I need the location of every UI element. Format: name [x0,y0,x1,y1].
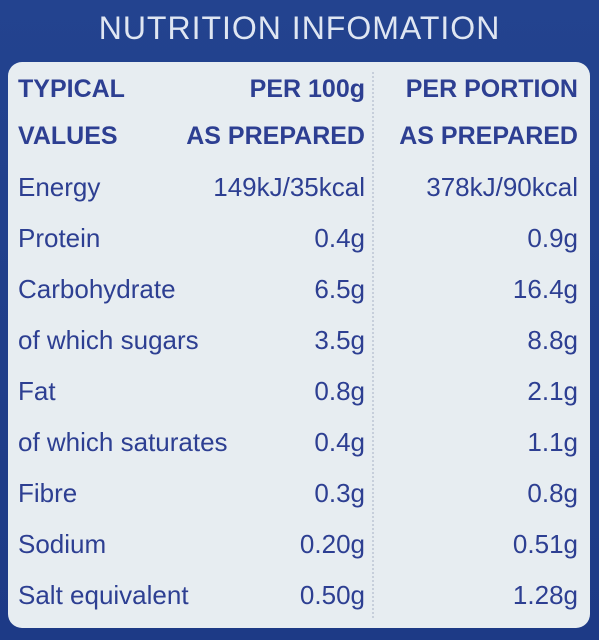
title: NUTRITION INFOMATION [98,10,501,46]
nutrient-label: of which sugars [18,325,199,355]
header-cell: TYPICAL [18,75,125,103]
value-cell: 0.4g [314,223,365,253]
value-cell: 1.28g [512,580,578,610]
nutrient-label: Carbohydrate [18,274,176,304]
value-cell: 378kJ/90kcal [426,172,578,202]
nutrition-table: TYPICAL PER 100g PER PORTION VALUES AS PREPA… [8,62,590,628]
value-cell: 0.51g [512,529,578,559]
nutrient-label: of which saturates [18,427,228,457]
value-cell: 0.4g [314,427,365,457]
header-cell: PER PORTION [405,75,578,103]
value-cell: 0.8g [314,376,365,406]
value-cell: 0.20g [299,529,365,559]
value-cell: 3.5g [314,325,365,355]
value-cell: 0.8g [527,478,578,508]
value-cell: 0.3g [314,478,365,508]
value-cell: 8.8g [527,325,578,355]
column-separator [372,72,374,618]
value-cell: 0.9g [527,223,578,253]
value-cell: 2.1g [527,376,578,406]
value-cell: 149kJ/35kcal [213,172,365,202]
value-cell: 6.5g [314,274,365,304]
value-cell: 0.50g [299,580,365,610]
value-cell: 1.1g [527,427,578,457]
nutrient-label: Fibre [18,478,78,508]
nutrient-label: Fat [18,376,56,406]
header-cell: AS PREPARED [186,122,365,150]
nutrient-label: Sodium [18,529,107,559]
value-cell: 16.4g [512,274,578,304]
nutrient-label: Salt equivalent [18,580,189,610]
header-cell: PER 100g [249,75,365,103]
nutrient-label: Energy [18,172,101,202]
header-cell: VALUES [18,122,118,150]
nutrient-label: Protein [18,223,101,253]
header-cell: AS PREPARED [399,122,578,150]
